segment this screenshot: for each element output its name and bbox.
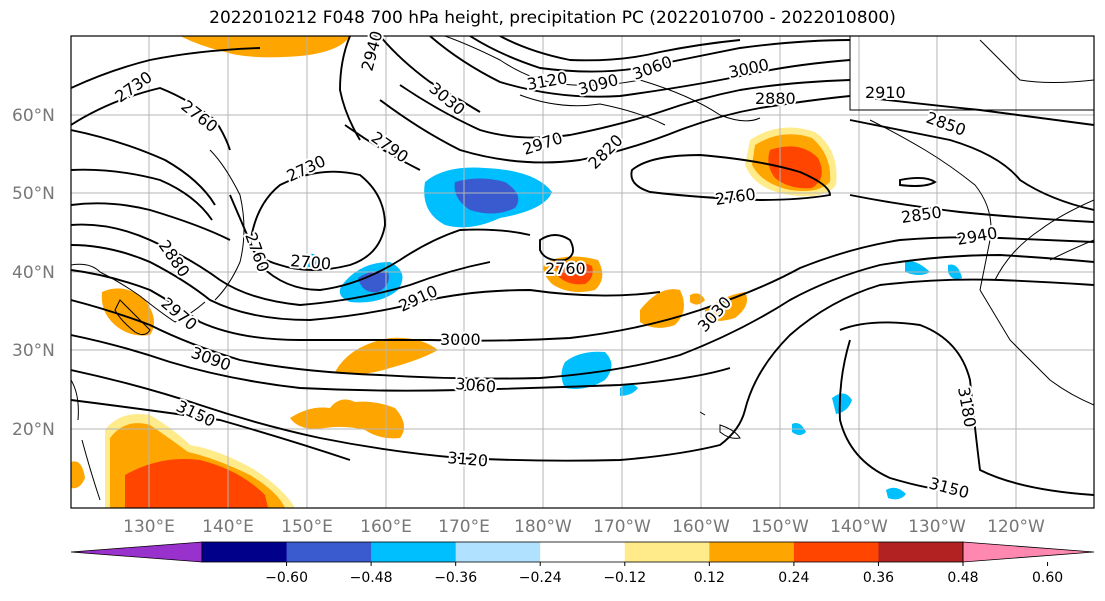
colorbar-segment (202, 542, 288, 562)
lat-label: 40°N (12, 263, 55, 283)
colorbar-segment (709, 542, 795, 562)
lon-label: 140°W (830, 517, 888, 537)
lon-label: 150°W (751, 517, 809, 537)
lon-label: 170°E (438, 517, 490, 537)
lon-label: 180°W (514, 517, 572, 537)
lat-label: 20°N (12, 420, 55, 440)
colorbar: −0.60 −0.48 −0.36 −0.24 −0.12 0.12 0.24 0.36 0.4… (70, 541, 1095, 586)
height-contours (71, 36, 1094, 496)
colorbar-segment (793, 542, 879, 562)
map-title: 2022010212 F048 700 hPa height, precipit… (209, 8, 896, 28)
lon-label: 130°E (123, 517, 175, 537)
colorbar-outline (201, 541, 964, 563)
contour-label: 3060 (455, 374, 497, 396)
lon-label: 140°E (202, 517, 254, 537)
grid-lines (71, 36, 1094, 508)
lon-label: 150°E (281, 517, 333, 537)
colorbar-extension-high (962, 541, 1095, 563)
contour-label: 2700 (290, 251, 332, 273)
colorbar-label: 0.24 (778, 570, 809, 586)
colorbar-label: 0.48 (947, 570, 978, 586)
colorbar-segment (455, 542, 541, 562)
contour-label: 2880 (755, 89, 796, 108)
lat-label: 60°N (12, 106, 55, 126)
colorbar-segment (286, 542, 372, 562)
colorbar-label: 0.60 (1032, 570, 1063, 586)
colorbar-label: −0.36 (434, 570, 477, 586)
lon-label: 120°W (987, 517, 1045, 537)
colorbar-extension-low (70, 541, 203, 563)
lon-label: 170°W (593, 517, 651, 537)
map-frame (70, 35, 1095, 509)
contour-label: 3000 (440, 330, 481, 349)
lon-label: 160°E (360, 517, 412, 537)
contour-label: 2760 (545, 259, 586, 278)
lat-label: 50°N (12, 184, 55, 204)
colorbar-label: 0.36 (863, 570, 894, 586)
colorbar-label: 0.12 (694, 570, 725, 586)
colorbar-segment (878, 542, 964, 562)
contour-label: 3120 (447, 448, 489, 470)
longitude-labels: 130°E 140°E 150°E 160°E 170°E 180°W 170°… (123, 517, 1045, 537)
colorbar-label: −0.12 (603, 570, 646, 586)
colorbar-label: −0.60 (265, 570, 308, 586)
colorbar-segment (540, 542, 626, 562)
latitude-labels: 60°N 50°N 40°N 30°N 20°N (12, 106, 55, 440)
colorbar-segment (371, 542, 457, 562)
contour-label: 2910 (865, 83, 906, 102)
colorbar-label: −0.24 (519, 570, 562, 586)
colorbar-label: −0.48 (350, 570, 393, 586)
lat-label: 30°N (12, 341, 55, 361)
lon-label: 160°W (672, 517, 730, 537)
colorbar-segment (624, 542, 710, 562)
lon-label: 130°W (908, 517, 966, 537)
